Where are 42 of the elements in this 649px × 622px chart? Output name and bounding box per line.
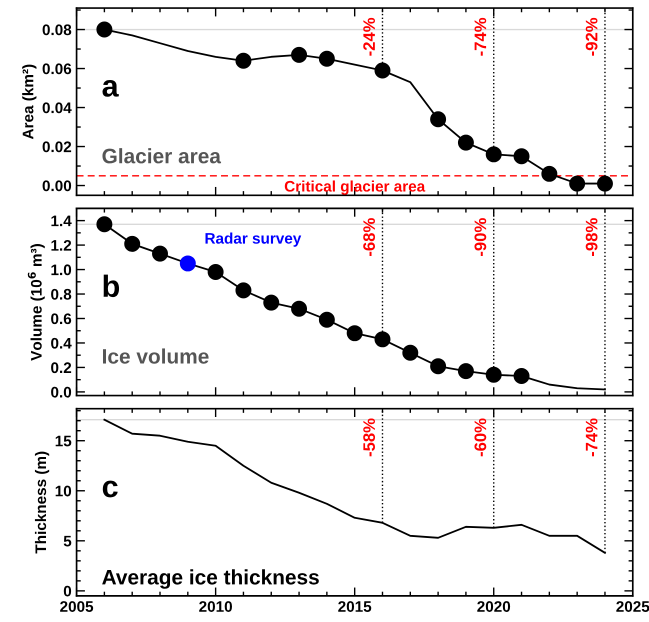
y-tick-label: 0.02 <box>42 141 72 152</box>
y-tick-label: 0.6 <box>51 313 72 324</box>
annotation: -58% <box>363 418 376 456</box>
y-tick-label: 0 <box>64 586 72 597</box>
annotation: a <box>102 80 119 97</box>
annotation: -74% <box>474 18 486 56</box>
annotation: -92% <box>586 18 598 56</box>
annotation: -60% <box>474 418 486 456</box>
annotation: -74% <box>586 418 598 456</box>
y-tick-label: 0.04 <box>42 102 72 114</box>
y-tick-label: 0.2 <box>51 362 72 374</box>
annotation: -68% <box>363 218 376 256</box>
y-tick-label: 10 <box>56 486 72 496</box>
annotation: -98% <box>586 218 598 256</box>
y-tick-label: 0.8 <box>51 288 72 300</box>
annotation: Ice volume <box>103 348 209 364</box>
annotation: -24% <box>363 18 375 56</box>
annotation: b <box>104 274 120 298</box>
annotation: Glacier area <box>102 148 222 164</box>
y-axis-title: Thickness (m) <box>34 452 50 554</box>
y-tick-label: 1.0 <box>51 264 72 276</box>
annotation: Average ice thickness <box>102 569 319 589</box>
x-tick-label: 2005 <box>60 601 94 612</box>
y-tick-label: 0.0 <box>51 386 72 398</box>
y-tick-label: 0.06 <box>42 63 72 74</box>
annotation: Radar survey <box>206 232 302 247</box>
x-tick-label: 2025 <box>616 601 649 612</box>
x-tick-label: 2020 <box>477 601 510 612</box>
y-axis-title: Area (km²) <box>22 64 36 140</box>
annotation: c <box>102 480 118 498</box>
annotation: -90% <box>474 218 486 256</box>
y-axis-title: Volume (10$^{6}$ m³) <box>28 244 45 361</box>
y-tick-label: 15 <box>56 436 72 446</box>
y-tick-label: 5 <box>64 536 72 547</box>
x-tick-label: 2015 <box>338 601 372 612</box>
y-tick-label: 1.4 <box>51 216 72 226</box>
y-tick-label: 0.00 <box>42 180 72 192</box>
x-tick-label: 2010 <box>199 601 232 612</box>
y-tick-label: 0.4 <box>51 338 72 349</box>
ref-line-label: Critical glacier area <box>284 180 426 195</box>
y-tick-label: 1.2 <box>51 240 72 251</box>
y-tick-label: 0.08 <box>42 24 72 36</box>
